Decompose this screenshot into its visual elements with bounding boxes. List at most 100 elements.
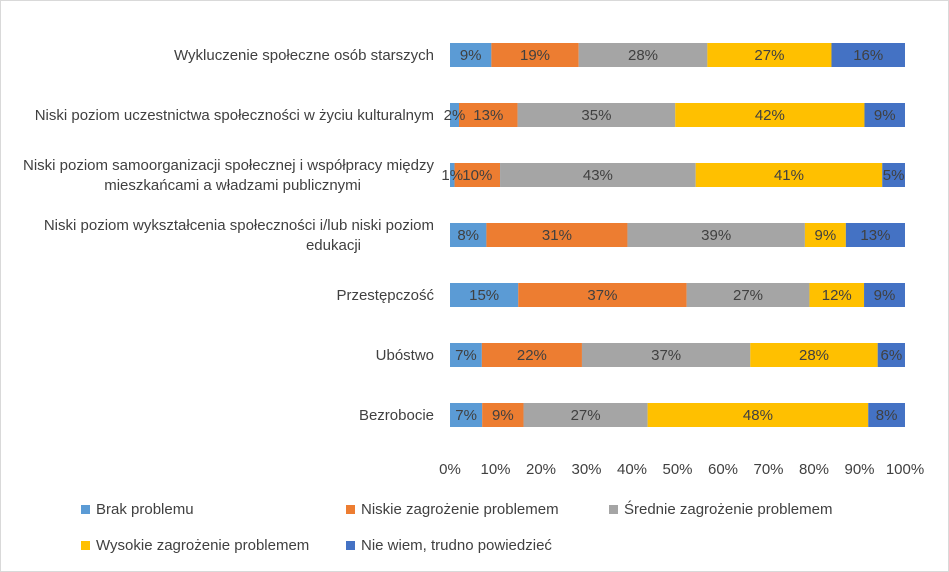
data-label: 37% [651, 347, 681, 364]
legend-item: Średnie zagrożenie problemem [609, 501, 832, 518]
category-label: Bezrobocie [359, 407, 434, 424]
bar-segment [450, 403, 483, 427]
data-label: 28% [628, 47, 658, 64]
category-label: Ubóstwo [376, 347, 434, 364]
x-tick-label: 80% [799, 461, 829, 478]
bar-segment [695, 163, 883, 187]
legend-label: Nie wiem, trudno powiedzieć [361, 537, 552, 554]
data-label: 9% [492, 407, 514, 424]
category-label: mieszkańcami a władzami publicznymi [104, 177, 361, 194]
x-tick-label: 10% [480, 461, 510, 478]
bar-segment [707, 43, 832, 67]
data-label: 8% [457, 227, 479, 244]
bar-segment [523, 403, 648, 427]
bar-segment [809, 283, 865, 307]
legend-item: Wysokie zagrożenie problemem [81, 537, 309, 554]
bar-segment [450, 223, 487, 247]
data-label: 7% [455, 347, 477, 364]
legend: Brak problemu Niskie zagrożenie problemem… [81, 497, 941, 567]
bar-segment [831, 43, 905, 67]
bar-segment [864, 283, 905, 307]
data-label: 16% [853, 47, 883, 64]
data-label: 9% [874, 107, 896, 124]
legend-label: Wysokie zagrożenie problemem [96, 537, 310, 554]
x-tick-label: 50% [662, 461, 692, 478]
data-label: 13% [473, 107, 503, 124]
data-label: 42% [755, 107, 785, 124]
data-label: 13% [860, 227, 890, 244]
legend-swatch [609, 505, 618, 514]
data-label: 48% [743, 407, 773, 424]
data-label: 9% [815, 227, 837, 244]
bar-segment [864, 103, 905, 127]
bar-segment [877, 343, 905, 367]
bar-segment [486, 223, 628, 247]
category-label: Niski poziom uczestnictwa społeczności w… [35, 107, 434, 124]
bar-segment [675, 103, 865, 127]
data-label: 27% [733, 287, 763, 304]
data-label: 5% [883, 167, 905, 184]
category-labels: Wykluczenie społeczne osób starszych 9% 19… [23, 47, 904, 424]
legend-item: Brak problemu [81, 501, 194, 518]
legend-swatch [81, 505, 90, 514]
data-label: 22% [517, 347, 547, 364]
bar-segment [459, 103, 518, 127]
data-label: 6% [881, 347, 903, 364]
legend-item: Nie wiem, trudno powiedzieć [346, 537, 552, 554]
bar-segment [491, 43, 579, 67]
category-label: Niski poziom wykształcenia społeczności … [44, 217, 434, 234]
category-label: edukacji [306, 237, 361, 254]
bar-segment [882, 163, 905, 187]
bar-segment [450, 283, 519, 307]
bar-segment [454, 163, 501, 187]
data-label: 19% [520, 47, 550, 64]
legend-swatch [81, 541, 90, 550]
data-label: 37% [587, 287, 617, 304]
bar-segment [750, 343, 878, 367]
x-tick-label: 100% [886, 461, 924, 478]
data-label: 12% [822, 287, 852, 304]
x-tick-label: 0% [439, 461, 461, 478]
data-label: 28% [799, 347, 829, 364]
legend-swatch [346, 541, 355, 550]
data-label: 27% [571, 407, 601, 424]
data-label: 41% [774, 167, 804, 184]
bar-segment [804, 223, 846, 247]
category-label: Wykluczenie społeczne osób starszych [174, 47, 434, 64]
bar-segment [482, 403, 524, 427]
category-label: Niski poziom samoorganizacji społecznej … [23, 157, 434, 174]
bar-segment [450, 103, 460, 127]
bar-segment [647, 403, 869, 427]
data-label: 43% [583, 167, 613, 184]
bar-segment [518, 283, 687, 307]
data-label: 9% [874, 287, 896, 304]
data-label: 9% [460, 47, 482, 64]
bar-segment [578, 43, 708, 67]
x-tick-label: 60% [708, 461, 738, 478]
data-label: 8% [876, 407, 898, 424]
data-label: 39% [701, 227, 731, 244]
bar-segment [450, 163, 455, 187]
bar-segment [581, 343, 751, 367]
data-label: 35% [581, 107, 611, 124]
x-tick-label: 70% [753, 461, 783, 478]
category-label: Przestępczość [336, 287, 434, 304]
data-label: 2% [444, 107, 466, 124]
x-axis-ticks: 0% 10% 20% 30% 40% 50% 60% 70% 80% 90% 100% [439, 461, 924, 478]
x-tick-label: 40% [617, 461, 647, 478]
bar-segment [686, 283, 810, 307]
bars-layer [450, 43, 905, 427]
legend-label: Średnie zagrożenie problemem [624, 501, 833, 518]
bar-segment [481, 343, 582, 367]
data-label: 15% [469, 287, 499, 304]
bar-segment [517, 103, 676, 127]
bar-segment [500, 163, 696, 187]
data-label: 10% [462, 167, 492, 184]
data-label: 31% [542, 227, 572, 244]
bar-segment [627, 223, 805, 247]
bar-segment [845, 223, 905, 247]
x-tick-label: 20% [526, 461, 556, 478]
data-label: 27% [754, 47, 784, 64]
